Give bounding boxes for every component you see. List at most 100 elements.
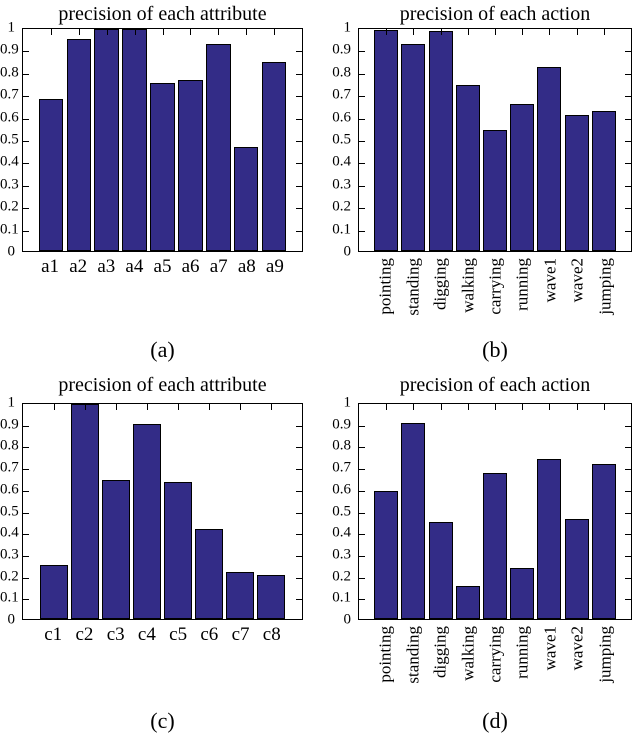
y-tick-label: 0.1 bbox=[0, 221, 19, 238]
y-tick-mark bbox=[359, 469, 365, 471]
x-tick-mark bbox=[218, 29, 220, 35]
y-tick-label: 0.7 bbox=[0, 459, 19, 476]
y-tick-mark bbox=[359, 447, 365, 449]
bar-c2 bbox=[71, 404, 99, 619]
y-tick-label: 0.2 bbox=[332, 568, 351, 585]
y-tick-mark bbox=[296, 534, 302, 536]
y-tick-mark bbox=[625, 185, 631, 187]
y-tick-mark bbox=[23, 490, 29, 492]
y-tick-mark bbox=[23, 599, 29, 601]
y-tick-mark bbox=[359, 599, 365, 601]
y-tick-label: 0.9 bbox=[0, 416, 19, 433]
bar-pointing bbox=[374, 30, 399, 251]
y-tick-mark bbox=[625, 118, 631, 120]
subplot-caption-b: (b) bbox=[482, 337, 508, 362]
y-tick-mark bbox=[625, 141, 631, 142]
x-tick-mark bbox=[78, 29, 80, 35]
y-tick-label: 0.1 bbox=[332, 221, 351, 238]
x-tick-mark bbox=[147, 404, 148, 410]
y-tick-label: 0.4 bbox=[332, 153, 351, 170]
x-tick-label: c8 bbox=[262, 624, 281, 645]
y-tick-mark bbox=[359, 118, 365, 120]
bar-jumping bbox=[591, 110, 616, 251]
x-tick-label: pointing bbox=[375, 626, 395, 683]
y-tick-mark bbox=[296, 73, 302, 75]
y-tick-label: 0.7 bbox=[0, 86, 19, 103]
plot-area-d bbox=[358, 403, 632, 620]
y-tick-label: 0.4 bbox=[332, 524, 351, 541]
y-tick-mark bbox=[23, 230, 29, 232]
y-tick-mark bbox=[625, 73, 631, 75]
y-tick-label: 0.6 bbox=[332, 481, 351, 498]
y-tick-mark bbox=[23, 577, 29, 579]
x-tick-mark bbox=[386, 404, 388, 410]
y-tick-label: 0.5 bbox=[332, 131, 351, 148]
y-tick-label: 0.8 bbox=[332, 437, 351, 454]
bar-c5 bbox=[164, 482, 192, 619]
x-tick-mark bbox=[271, 404, 272, 410]
x-tick-label: c2 bbox=[75, 624, 94, 645]
y-tick-mark bbox=[359, 490, 365, 492]
chart-title: precision of each action bbox=[399, 374, 591, 396]
x-tick-label: c1 bbox=[44, 624, 63, 645]
x-tick-mark bbox=[85, 404, 86, 410]
bar-a1 bbox=[38, 98, 64, 251]
x-tick-label: standing bbox=[403, 258, 423, 316]
subplot-b: precision of each action (b) 0 0.1 0.2 0.3 0… bbox=[320, 0, 640, 371]
y-tick-mark bbox=[625, 163, 631, 165]
x-tick-label: c7 bbox=[231, 624, 250, 645]
y-tick-mark bbox=[296, 555, 302, 557]
y-tick-mark bbox=[625, 425, 631, 427]
chart-title: precision of each attribute bbox=[58, 374, 267, 396]
x-tick-mark bbox=[178, 404, 179, 410]
bar-c6 bbox=[195, 528, 223, 619]
x-tick-mark bbox=[54, 404, 55, 410]
x-tick-mark bbox=[413, 404, 415, 410]
x-tick-mark bbox=[603, 404, 605, 410]
bar-standing bbox=[401, 422, 426, 619]
bar-jumping bbox=[591, 464, 616, 619]
bar-carrying bbox=[483, 130, 507, 251]
bar-running bbox=[510, 568, 535, 619]
y-tick-mark bbox=[296, 512, 302, 514]
bar-c4 bbox=[133, 424, 161, 619]
y-tick-label: 0 bbox=[343, 611, 352, 628]
y-tick-mark bbox=[625, 599, 631, 601]
y-tick-mark bbox=[359, 51, 365, 53]
x-tick-mark bbox=[522, 29, 524, 35]
x-tick-label: a8 bbox=[237, 256, 256, 277]
y-tick-mark bbox=[296, 185, 302, 187]
y-tick-mark bbox=[23, 141, 29, 142]
y-tick-mark bbox=[625, 555, 631, 557]
y-tick-label: 0.5 bbox=[332, 503, 351, 519]
x-tick-mark bbox=[522, 404, 524, 410]
bar-a2 bbox=[66, 39, 92, 251]
x-tick-mark bbox=[162, 29, 164, 35]
y-tick-label: 0.3 bbox=[0, 546, 19, 563]
y-tick-mark bbox=[625, 490, 631, 492]
bar-running bbox=[510, 103, 535, 251]
x-tick-label: running bbox=[512, 626, 532, 679]
bar-a8 bbox=[233, 146, 259, 251]
y-tick-mark bbox=[359, 534, 365, 536]
bar-c3 bbox=[102, 480, 130, 619]
y-tick-label: 0.3 bbox=[0, 176, 19, 193]
y-tick-mark bbox=[23, 534, 29, 536]
bar-wave1 bbox=[537, 458, 562, 619]
x-tick-label: standing bbox=[403, 626, 423, 684]
y-tick-mark bbox=[296, 577, 302, 579]
y-tick-label: 0.2 bbox=[332, 198, 351, 215]
x-tick-mark bbox=[440, 29, 442, 35]
x-tick-mark bbox=[50, 29, 52, 35]
y-tick-label: 1 bbox=[343, 394, 352, 411]
x-tick-label: a2 bbox=[69, 256, 88, 277]
y-tick-mark bbox=[359, 555, 365, 557]
x-tick-mark bbox=[274, 29, 276, 35]
y-tick-label: 0.8 bbox=[332, 64, 351, 81]
x-tick-mark bbox=[240, 404, 241, 410]
chart-title: precision of each action bbox=[399, 3, 591, 25]
y-tick-label: 0.9 bbox=[332, 416, 351, 433]
x-tick-label: a6 bbox=[181, 256, 200, 277]
y-tick-mark bbox=[625, 230, 631, 232]
